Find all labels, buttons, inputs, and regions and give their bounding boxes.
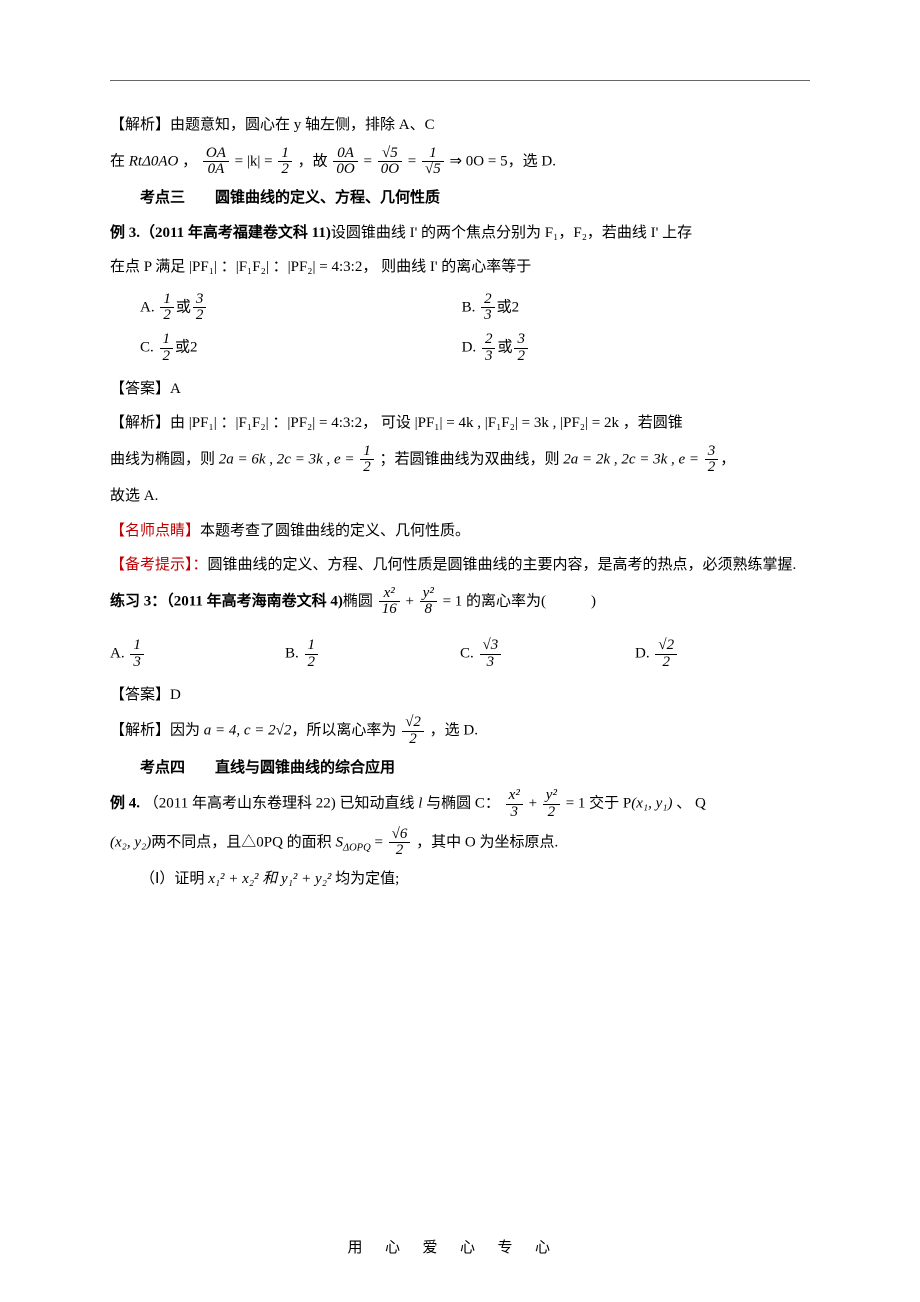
kd3-answer: 【答案】A	[110, 375, 810, 404]
label: A.	[140, 299, 158, 315]
label: D.	[462, 340, 480, 356]
ex3: 练习 3：（2011 年高考海南卷文科 4)椭圆 x²16 + y²8 = 1 …	[110, 586, 810, 619]
label: C.	[140, 340, 158, 356]
eq: =	[408, 153, 420, 169]
frac: √50O	[378, 146, 402, 179]
choice-D: D. 23或32	[462, 332, 784, 365]
page: 【解析】由题意知，圆心在 y 轴左侧，排除 A、C 在 RtΔ0AO ， OA0…	[0, 0, 920, 1302]
ex3-sol: 【解析】因为 a = 4, c = 2√2，所以离心率为 √22 ，选 D.	[110, 715, 810, 748]
text: 设圆锥曲线 I' 的两个焦点分别为 F₁，F₂，若曲线 I' 上存	[331, 225, 692, 241]
text: 则曲线 I' 的离心率等于	[381, 259, 531, 275]
kd4-ex-l2: (x₂, y₂)两不同点，且△0PQ 的面积 SΔOPQ = √62 ，其中 O…	[110, 827, 810, 860]
kd3-choices: A. 12或32 B. 23或2 C. 12或2 D. 23或32	[140, 288, 810, 369]
kd4-title: 考点四 直线与圆锥曲线的综合应用	[110, 754, 810, 783]
ratio: |PF₁| ：|F₁F₂| ：|PF₂| = 4:3:2，	[189, 259, 377, 275]
kd3-ex-line2: 在点 P 满足 |PF₁| ：|F₁F₂| ：|PF₂| = 4:3:2， 则曲…	[110, 253, 810, 282]
label-beikao: 【备考提示】：	[110, 557, 208, 573]
eq: ⇒ 0O = 5	[449, 153, 507, 169]
kd4-ex-l1: 例 4. （2011 年高考山东卷理科 22) 已知动直线 l 与椭圆 C： x…	[110, 788, 810, 821]
frac: 12	[278, 146, 292, 179]
label-jiexi: 【解析】	[110, 415, 170, 431]
ex-label: 例 3.（2011 年高考福建卷文科 11)	[110, 225, 331, 241]
choice-A: A. 13	[110, 638, 285, 671]
choice-C: C. 12或2	[140, 332, 462, 365]
text: ，	[178, 153, 197, 169]
kd3-sol-l3: 故选 A.	[110, 482, 810, 511]
text: 由题意知，圆心在 y 轴左侧，排除 A、C	[170, 117, 435, 133]
ex3-label: 练习 3：（2011 年高考海南卷文科 4)	[110, 593, 343, 609]
kd3-sol-l2: 曲线为椭圆，则 2a = 6k , 2c = 3k , e = 12 ；若圆锥曲…	[110, 444, 810, 477]
choice-B: B. 23或2	[462, 292, 784, 325]
analysis-1-line2: 在 RtΔ0AO ， OA0A = |k| = 12 ，故 0A0O = √50…	[110, 146, 810, 179]
answer: A	[170, 381, 181, 397]
label-daan: 【答案】	[110, 687, 170, 703]
ex-label: 例 4.	[110, 796, 140, 812]
label-mingshi: 【名师点睛】	[110, 523, 200, 539]
label-daan: 【答案】	[110, 381, 170, 397]
frac: OA0A	[203, 146, 229, 179]
label-jiexi: 【解析】	[110, 117, 170, 133]
text: 在点 P 满足	[110, 259, 185, 275]
choice-A: A. 12或32	[140, 292, 462, 325]
frac: 0A0O	[333, 146, 357, 179]
kd3-mingshi: 【名师点睛】本题考查了圆锥曲线的定义、几何性质。	[110, 517, 810, 546]
kd3-ex: 例 3.（2011 年高考福建卷文科 11)设圆锥曲线 I' 的两个焦点分别为 …	[110, 219, 810, 248]
eq: = |k| =	[235, 153, 273, 169]
choice-B: B. 12	[285, 638, 460, 671]
math: RtΔ0AO	[129, 153, 179, 169]
kd3-beikao: 【备考提示】：圆锥曲线的定义、方程、几何性质是圆锥曲线的主要内容，是高考的热点，…	[110, 551, 810, 580]
label-jiexi: 【解析】	[110, 723, 170, 739]
choice-D: D. √22	[635, 638, 810, 671]
kd4-part1: （Ⅰ）证明 x₁² + x₂² 和 y₁² + y₂² 均为定值;	[110, 865, 810, 894]
choice-C: C. √33	[460, 638, 635, 671]
top-rule	[110, 80, 810, 81]
text: 在	[110, 153, 129, 169]
analysis-1: 【解析】由题意知，圆心在 y 轴左侧，排除 A、C	[110, 111, 810, 140]
text: ，选 D.	[508, 153, 556, 169]
text: ，故	[298, 153, 332, 169]
frac: 1√5	[422, 146, 444, 179]
kd3-sol-l1: 【解析】由 |PF₁| ：|F₁F₂| ：|PF₂| = 4:3:2， 可设 |…	[110, 409, 810, 438]
label: B.	[462, 299, 480, 315]
footer: 用心爱心专心	[0, 1234, 920, 1263]
kd3-title: 考点三 圆锥曲线的定义、方程、几何性质	[110, 184, 810, 213]
ex3-answer: 【答案】D	[110, 681, 810, 710]
ex3-choices: A. 13 B. 12 C. √33 D. √22	[110, 638, 810, 671]
eq: =	[363, 153, 375, 169]
